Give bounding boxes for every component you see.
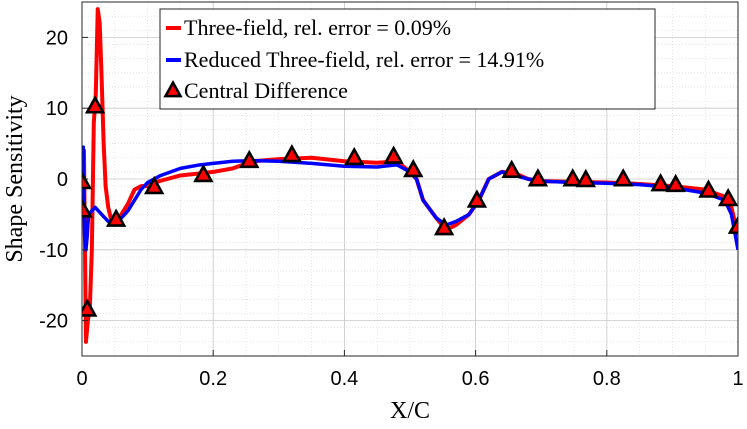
axis-ticks xyxy=(81,36,739,356)
central-difference-marker xyxy=(82,199,93,218)
central-difference-marker xyxy=(650,173,671,192)
y-tick-label: 0 xyxy=(57,169,68,191)
legend-box xyxy=(159,8,656,110)
central-difference-marker xyxy=(82,170,93,190)
central-difference-marker xyxy=(403,158,424,178)
plot-area xyxy=(82,7,738,344)
central-difference-marker xyxy=(383,145,404,164)
central-difference-marker xyxy=(527,168,549,187)
central-difference-marker xyxy=(575,168,597,188)
central-difference-marker xyxy=(143,175,165,195)
legend: Three-field, rel. error = 0.09% Reduced … xyxy=(159,8,656,110)
x-tick-label: 0.6 xyxy=(462,368,490,390)
central-difference-marker xyxy=(105,208,127,227)
x-tick-label: 1 xyxy=(732,368,743,390)
y-tick-label: -20 xyxy=(39,311,68,333)
central-difference-marker xyxy=(612,168,634,187)
x-axis-label: X/C xyxy=(390,398,430,424)
legend-label-three-field: Three-field, rel. error = 0.09% xyxy=(184,15,451,40)
x-tick-label: 0.8 xyxy=(593,368,621,390)
central-difference-marker xyxy=(562,168,583,187)
x-tick-label: 0.4 xyxy=(330,368,358,390)
central-difference-marker xyxy=(501,159,522,178)
legend-label-reduced-three-field: Reduced Three-field, rel. error = 14.91% xyxy=(184,47,544,72)
central-difference-marker xyxy=(239,149,260,169)
series-line-reduced-three-field xyxy=(82,145,738,252)
central-difference-marker xyxy=(727,215,738,234)
x-tick-label: 0 xyxy=(76,368,87,390)
central-difference-marker xyxy=(433,216,455,236)
central-difference-marker xyxy=(344,146,365,166)
central-difference-marker xyxy=(717,187,738,207)
legend-label-central-difference: Central Difference xyxy=(184,78,348,103)
central-difference-marker xyxy=(193,163,214,183)
y-tick-label: -10 xyxy=(39,240,68,262)
x-tick-label: 0.2 xyxy=(199,368,227,390)
y-tick-label: 20 xyxy=(46,27,68,49)
y-axis-label: Shape Sensitivity xyxy=(2,95,28,262)
central-difference-marker xyxy=(84,95,106,114)
y-tick-label: 10 xyxy=(46,98,68,120)
central-difference-marker xyxy=(281,144,303,163)
central-difference-marker xyxy=(82,298,98,317)
tick-labels: 0 0.2 0.4 0.6 0.8 1 20 10 0 -10 -20 xyxy=(39,27,743,390)
central-difference-marker xyxy=(665,173,686,193)
central-difference-marker xyxy=(698,179,719,198)
legend-marker-central-difference xyxy=(163,79,183,98)
central-difference-marker xyxy=(466,189,488,208)
